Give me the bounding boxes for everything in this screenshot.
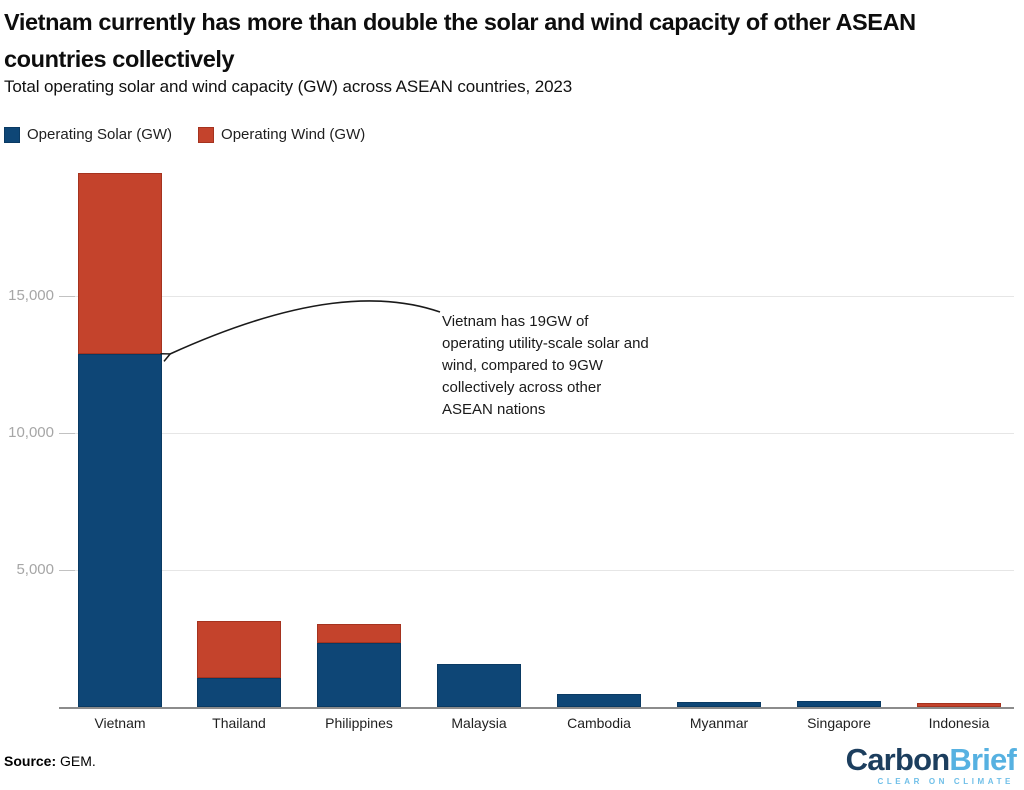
x-axis-label-philippines: Philippines — [325, 715, 393, 731]
legend-item-wind: Operating Wind (GW) — [198, 126, 365, 143]
y-tick-15,000 — [59, 296, 75, 297]
logo-wordmark: CarbonBrief — [845, 742, 1017, 777]
chart-subtitle: Total operating solar and wind capacity … — [4, 77, 573, 96]
y-tick-5,000 — [59, 570, 75, 571]
source-note: Source: GEM. — [4, 753, 96, 769]
bar-indonesia-wind — [917, 703, 1001, 707]
x-axis-line — [59, 707, 1014, 709]
x-axis-label-cambodia: Cambodia — [567, 715, 631, 731]
bar-thailand-solar — [197, 678, 281, 707]
annotation-line: operating utility-scale solar and — [442, 335, 649, 352]
bar-philippines-solar — [317, 643, 401, 707]
x-axis-label-myanmar: Myanmar — [689, 715, 749, 731]
logo-word-brief: Brief — [949, 742, 1016, 777]
source-value: GEM. — [56, 753, 96, 769]
bar-vietnam-solar — [78, 354, 162, 707]
y-axis-label: 15,000 — [8, 287, 54, 304]
bar-myanmar-solar — [677, 702, 761, 707]
logo-word-carbon: Carbon — [845, 742, 951, 777]
legend-item-solar: Operating Solar (GW) — [4, 126, 172, 143]
x-axis-label-indonesia: Indonesia — [928, 715, 990, 731]
source-label: Source: — [4, 753, 57, 769]
bar-philippines-wind — [317, 624, 401, 643]
bar-singapore-solar — [797, 701, 881, 707]
gridline-10,000 — [59, 433, 1014, 434]
y-tick-10,000 — [59, 433, 75, 434]
bar-thailand-wind — [197, 621, 281, 678]
bar-malaysia-solar — [437, 664, 521, 707]
x-axis-label-singapore: Singapore — [807, 715, 871, 731]
annotation-line: ASEAN nations — [442, 401, 546, 418]
bar-vietnam-wind — [78, 173, 162, 354]
gridline-5,000 — [59, 570, 1014, 571]
x-axis-label-malaysia: Malaysia — [451, 715, 507, 731]
gridline-15,000 — [59, 296, 1014, 297]
y-axis-label: 5,000 — [16, 561, 54, 578]
annotation-line: wind, compared to 9GW — [442, 357, 603, 374]
y-axis-label: 10,000 — [8, 424, 54, 441]
logo-tagline: CLEAR ON CLIMATE — [877, 777, 1014, 786]
carbonbrief-logo: CarbonBrief CLEAR ON CLIMATE — [845, 742, 1017, 787]
annotation-line: Vietnam has 19GW of — [442, 313, 589, 330]
legend-label: Operating Solar (GW) — [27, 126, 173, 143]
legend-swatch-solar — [4, 126, 20, 143]
annotation-text: Vietnam has 19GW of operating utility-sca… — [442, 311, 692, 421]
chart-legend: Operating Solar (GW) Operating Wind (GW) — [4, 126, 365, 143]
legend-label: Operating Wind (GW) — [221, 126, 366, 143]
x-axis-label-vietnam: Vietnam — [94, 715, 146, 731]
chart-title: Vietnam currently has more than double t… — [4, 9, 916, 72]
legend-swatch-wind — [198, 126, 215, 143]
bar-cambodia-solar — [557, 694, 641, 707]
x-axis-label-thailand: Thailand — [212, 715, 266, 731]
annotation-line: collectively across other — [442, 379, 602, 396]
